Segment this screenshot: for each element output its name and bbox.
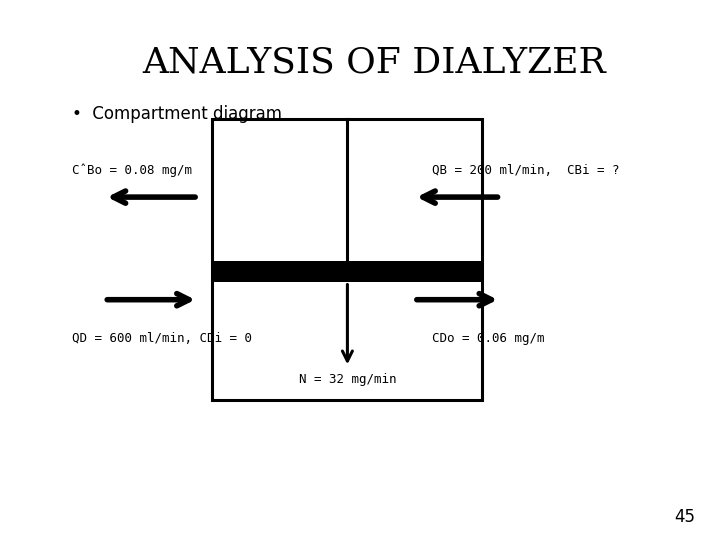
Text: ĈBo = 0.08 mg/m: ĈBo = 0.08 mg/m — [72, 164, 192, 177]
Text: QB = 200 ml/min,  CBi = ?: QB = 200 ml/min, CBi = ? — [432, 164, 619, 177]
Text: QD = 600 ml/min, CDi = 0: QD = 600 ml/min, CDi = 0 — [72, 332, 252, 345]
Text: CDo = 0.06 mg/m: CDo = 0.06 mg/m — [432, 332, 544, 345]
Bar — [212, 119, 482, 400]
Text: •  Compartment diagram: • Compartment diagram — [72, 105, 282, 123]
Text: 45: 45 — [674, 509, 695, 526]
Text: ANALYSIS OF DIALYZER: ANALYSIS OF DIALYZER — [143, 46, 606, 80]
Text: N = 32 mg/min: N = 32 mg/min — [299, 373, 396, 386]
Bar — [212, 261, 482, 282]
